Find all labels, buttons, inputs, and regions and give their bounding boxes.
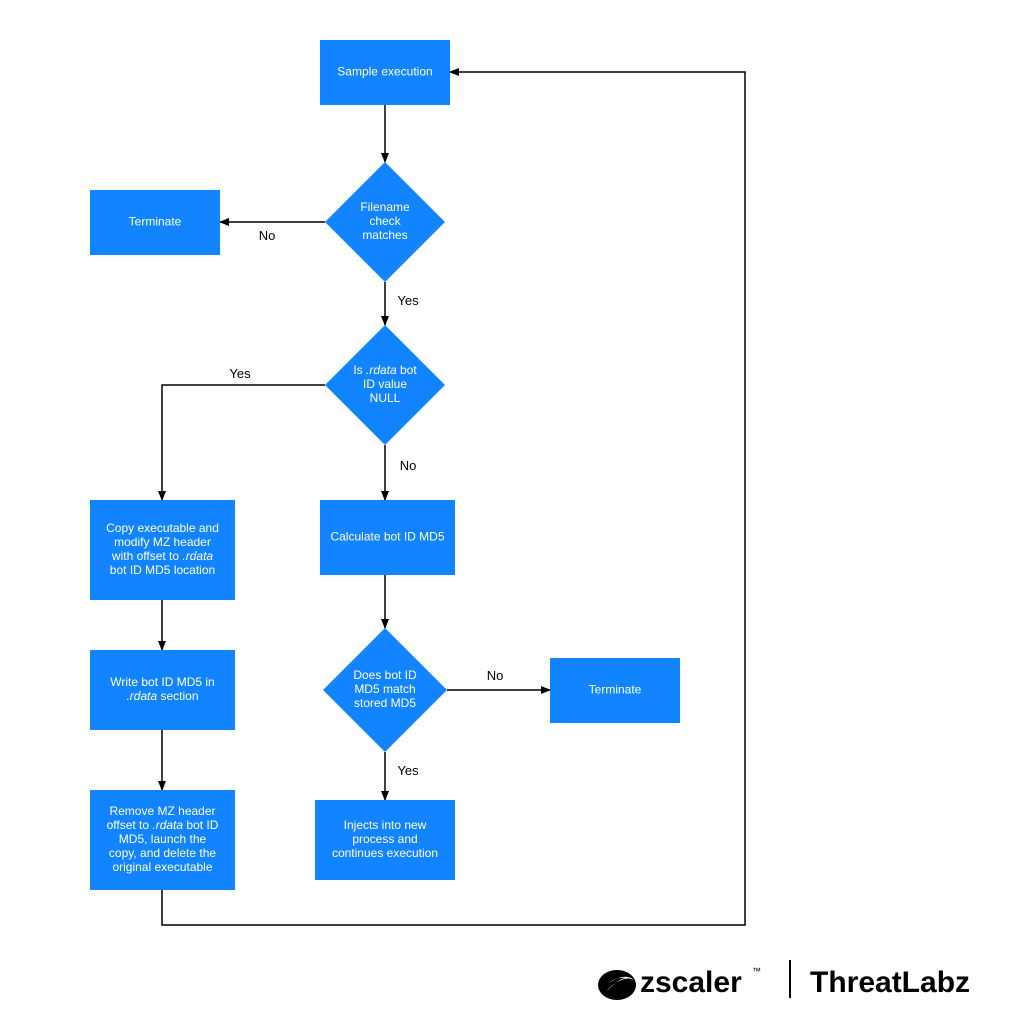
svg-text:Does bot ID: Does bot ID <box>353 668 417 682</box>
node-rdata_null: Is .rdata botID valueNULL <box>325 325 445 445</box>
node-md5_match: Does bot IDMD5 matchstored MD5 <box>323 628 447 752</box>
svg-text:No: No <box>259 228 276 243</box>
edge-filename-terminate1: No <box>220 222 325 243</box>
svg-text:Write bot ID MD5 in: Write bot ID MD5 in <box>110 675 214 689</box>
svg-text:Yes: Yes <box>397 763 419 778</box>
svg-text:No: No <box>400 458 417 473</box>
node-terminate1: Terminate <box>90 190 220 255</box>
node-terminate2: Terminate <box>550 658 680 723</box>
svg-text:No: No <box>487 668 504 683</box>
svg-text:check: check <box>369 214 401 228</box>
flowchart-edges: No Yes Yes No No Yes <box>162 72 745 925</box>
node-filename: Filenamecheckmatches <box>325 162 445 282</box>
svg-text:Is .rdata bot: Is .rdata bot <box>353 363 417 377</box>
svg-text:NULL: NULL <box>370 391 401 405</box>
svg-text:Yes: Yes <box>397 293 419 308</box>
svg-text:original executable: original executable <box>112 860 212 874</box>
node-inject: Injects into newprocess andcontinues exe… <box>315 800 455 880</box>
svg-text:Yes: Yes <box>229 366 251 381</box>
edge-md5_match-terminate2: No <box>447 668 550 690</box>
svg-text:copy, and delete the: copy, and delete the <box>109 846 217 860</box>
svg-text:Filename: Filename <box>360 200 410 214</box>
node-start: Sample execution <box>320 40 450 105</box>
svg-text:offset to .rdata bot ID: offset to .rdata bot ID <box>107 818 219 832</box>
edge-md5_match-inject: Yes <box>385 752 419 800</box>
svg-text:process and: process and <box>352 832 417 846</box>
node-write_md5: Write bot ID MD5 in.rdata section <box>90 650 235 730</box>
svg-text:Copy executable and: Copy executable and <box>106 521 219 535</box>
zscaler-logo-text: zscaler <box>640 966 742 999</box>
svg-text:MD5, launch the: MD5, launch the <box>119 832 207 846</box>
svg-text:stored MD5: stored MD5 <box>354 696 416 710</box>
node-remove_mz: Remove MZ headeroffset to .rdata bot IDM… <box>90 790 235 890</box>
svg-text:Injects into new: Injects into new <box>344 818 427 832</box>
edge-rdata_null-copy_exec: Yes <box>162 366 325 500</box>
edge-filename-rdata_null: Yes <box>385 282 419 325</box>
edge-rdata_null-calc_md5: No <box>385 445 416 500</box>
node-calc_md5: Calculate bot ID MD5 <box>320 500 455 575</box>
node-copy_exec: Copy executable andmodify MZ headerwith … <box>90 500 235 600</box>
edge-remove_mz-start <box>162 72 745 925</box>
zscaler-icon <box>598 970 636 1000</box>
svg-text:with offset to .rdata: with offset to .rdata <box>111 549 213 563</box>
svg-text:Calculate bot ID MD5: Calculate bot ID MD5 <box>330 530 444 544</box>
svg-text:modify MZ header: modify MZ header <box>114 535 211 549</box>
logo-footer: zscaler ™ ThreatLabz <box>598 960 970 1000</box>
svg-text:.rdata section: .rdata section <box>126 689 198 703</box>
svg-text:Sample execution: Sample execution <box>337 65 432 79</box>
svg-text:ID value: ID value <box>363 377 407 391</box>
svg-text:bot ID MD5 location: bot ID MD5 location <box>110 563 215 577</box>
svg-text:Terminate: Terminate <box>589 683 642 697</box>
svg-text:Remove MZ header: Remove MZ header <box>109 804 215 818</box>
svg-text:MD5 match: MD5 match <box>354 682 415 696</box>
threatlabz-logo-text: ThreatLabz <box>810 966 970 999</box>
svg-text:matches: matches <box>362 228 407 242</box>
svg-text:continues execution: continues execution <box>332 846 438 860</box>
trademark-symbol: ™ <box>752 966 761 976</box>
svg-text:Terminate: Terminate <box>129 215 182 229</box>
